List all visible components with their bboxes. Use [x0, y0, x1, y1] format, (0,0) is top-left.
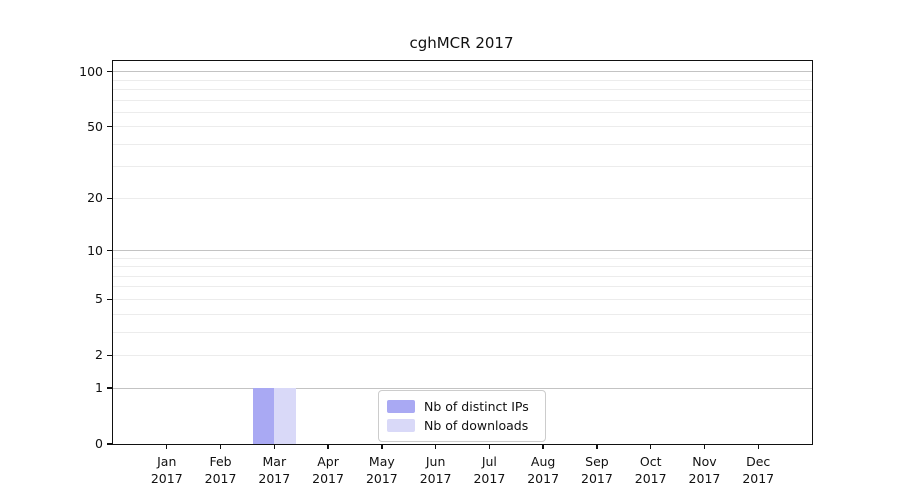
y-axis-tick [106, 70, 112, 73]
x-axis-tick [488, 444, 491, 449]
y-axis-tick [106, 443, 112, 445]
x-axis-tick-year: 2017 [742, 471, 775, 486]
legend-item-distinct-ips: Nb of distinct IPs [387, 397, 537, 416]
minor-gridline [113, 286, 812, 288]
legend-item-downloads: Nb of downloads [387, 416, 537, 435]
x-axis-tick-year: 2017 [473, 471, 506, 486]
minor-gridline [113, 331, 812, 333]
y-axis-tick-label: 20 [87, 190, 103, 206]
x-axis-tick [703, 444, 706, 449]
x-axis-tick-label: Sep 2017 [565, 453, 629, 487]
y-axis-tick [106, 354, 112, 357]
y-axis-tick-label: 1 [95, 380, 103, 396]
x-axis-tick-year: 2017 [419, 471, 452, 486]
minor-gridline [113, 111, 812, 113]
x-axis-tick-label: Aug 2017 [511, 453, 575, 487]
y-axis-tick-label: 2 [95, 347, 103, 363]
downloads-swatch [387, 419, 415, 432]
grid-layer [113, 61, 812, 444]
x-axis-tick-label: May 2017 [350, 453, 414, 487]
y-axis-tick-label: 50 [87, 118, 103, 134]
y-axis-tick [106, 197, 112, 200]
x-axis-tick-label: Jun 2017 [404, 453, 468, 487]
minor-gridline [113, 88, 812, 90]
legend-label: Nb of downloads [424, 418, 529, 433]
x-axis-tick-label: Mar 2017 [242, 453, 306, 487]
x-axis-tick [757, 444, 759, 449]
minor-gridline [113, 197, 812, 199]
x-axis-tick [219, 444, 222, 449]
bars-layer [113, 61, 812, 444]
x-axis-tick-label: Dec 2017 [726, 453, 790, 487]
x-axis-tick [273, 444, 275, 449]
minor-gridline [113, 313, 812, 315]
x-axis-tick-label: Jan 2017 [135, 453, 199, 487]
y-axis-tick [106, 126, 112, 128]
minor-gridline [113, 266, 812, 268]
bar-downloads [274, 388, 296, 444]
y-axis-tick-label: 10 [87, 242, 103, 258]
y-axis-tick-label: 100 [79, 63, 103, 79]
legend: Nb of distinct IPs Nb of downloads [378, 390, 546, 442]
minor-gridline [113, 166, 812, 168]
major-gridline [113, 71, 812, 73]
distinct-ips-swatch [387, 400, 415, 413]
x-axis-tick-year: 2017 [365, 471, 398, 486]
minor-gridline [113, 354, 812, 356]
x-axis-tick-year: 2017 [527, 471, 560, 486]
major-gridline [113, 387, 812, 389]
x-axis-tick [649, 444, 652, 449]
x-axis-tick [327, 444, 329, 449]
x-axis-tick [381, 444, 383, 449]
x-axis-tick-label: Feb 2017 [189, 453, 253, 487]
x-axis-tick [542, 444, 544, 449]
y-axis-tick-label: 5 [95, 291, 103, 307]
bar-distinct-ips [252, 388, 275, 444]
x-axis-tick-year: 2017 [150, 471, 183, 486]
major-gridline [113, 250, 812, 251]
minor-gridline [113, 298, 812, 300]
y-axis-tick [106, 387, 112, 389]
x-axis-tick-year: 2017 [258, 471, 291, 486]
minor-gridline [113, 143, 812, 145]
plot-area: 0 1 2 5 10 20 50 100 Jan 2017 Feb 2017 Mar 2017 Apr 201… [79, 60, 813, 486]
x-axis-tick [596, 444, 598, 449]
legend-label: Nb of distinct IPs [424, 399, 529, 414]
x-axis-tick-year: 2017 [204, 471, 237, 486]
x-axis-tick-label: Oct 2017 [619, 453, 683, 487]
minor-gridline [113, 126, 812, 128]
y-axis-tick [106, 298, 112, 301]
x-axis-tick [434, 444, 437, 449]
minor-gridline [113, 99, 812, 101]
x-axis-tick-year: 2017 [312, 471, 344, 486]
y-axis-tick [106, 249, 112, 252]
x-axis-tick [166, 444, 168, 449]
y-axis-tick-label: 0 [95, 436, 103, 451]
minor-gridline [113, 79, 812, 81]
minor-gridline [113, 275, 812, 277]
chart-title: cghMCR 2017 [409, 34, 514, 52]
x-axis-tick-label: Nov 2017 [672, 453, 736, 487]
axis-layer: 0 1 2 5 10 20 50 100 Jan 2017 Feb 2017 Mar 2017 Apr 201… [79, 61, 812, 486]
x-axis-tick-year: 2017 [688, 471, 721, 486]
x-axis-tick-year: 2017 [581, 471, 613, 486]
x-axis-tick-label: Jul 2017 [457, 453, 521, 487]
minor-gridline [113, 257, 812, 259]
x-axis-tick-label: Apr 2017 [296, 453, 360, 487]
x-axis-tick-year: 2017 [634, 471, 667, 486]
